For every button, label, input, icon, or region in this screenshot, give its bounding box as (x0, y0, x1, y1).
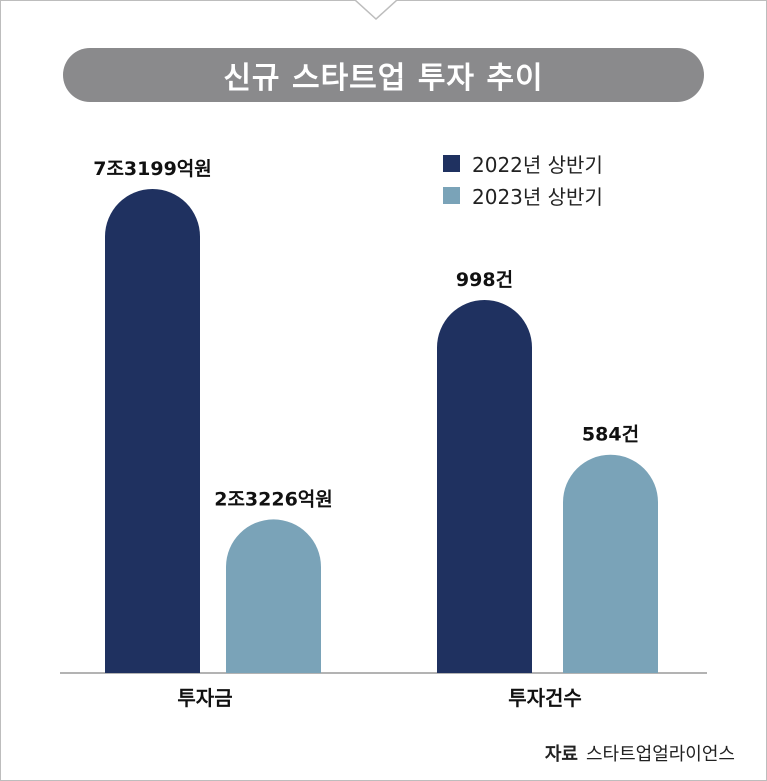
bar-1-1 (563, 454, 658, 673)
legend-swatch-2023 (443, 186, 460, 204)
bar-1-0 (437, 300, 532, 673)
legend-swatch-2022 (443, 154, 460, 172)
chart-title: 신규 스타트업 투자 추이 (63, 48, 704, 102)
bar-0-0 (105, 189, 200, 674)
bar-0-1 (226, 519, 321, 673)
frame-border-top-right (397, 0, 767, 1)
category-label-0: 투자금 (177, 686, 232, 710)
data-label-0-0: 7조3199억원 (93, 158, 212, 180)
data-label-0-1: 2조3226억원 (214, 488, 333, 510)
chart-legend: 2022년 상반기 2023년 상반기 (443, 147, 603, 211)
frame-border-top-left (0, 0, 355, 1)
source-note: 자료 스타트업얼라이언스 (545, 740, 735, 766)
chevron-down-icon (355, 0, 397, 21)
category-label-1: 투자건수 (508, 686, 582, 710)
frame-border-left (0, 0, 1, 781)
legend-item-2023: 2023년 상반기 (443, 179, 603, 211)
legend-item-2022: 2022년 상반기 (443, 147, 603, 179)
legend-label-2023: 2023년 상반기 (472, 184, 603, 209)
data-label-1-1: 584건 (582, 424, 639, 446)
legend-label-2022: 2022년 상반기 (472, 152, 603, 177)
source-value: 스타트업얼라이언스 (585, 744, 735, 765)
data-label-1-0: 998건 (456, 269, 513, 291)
source-label: 자료 (544, 744, 578, 765)
